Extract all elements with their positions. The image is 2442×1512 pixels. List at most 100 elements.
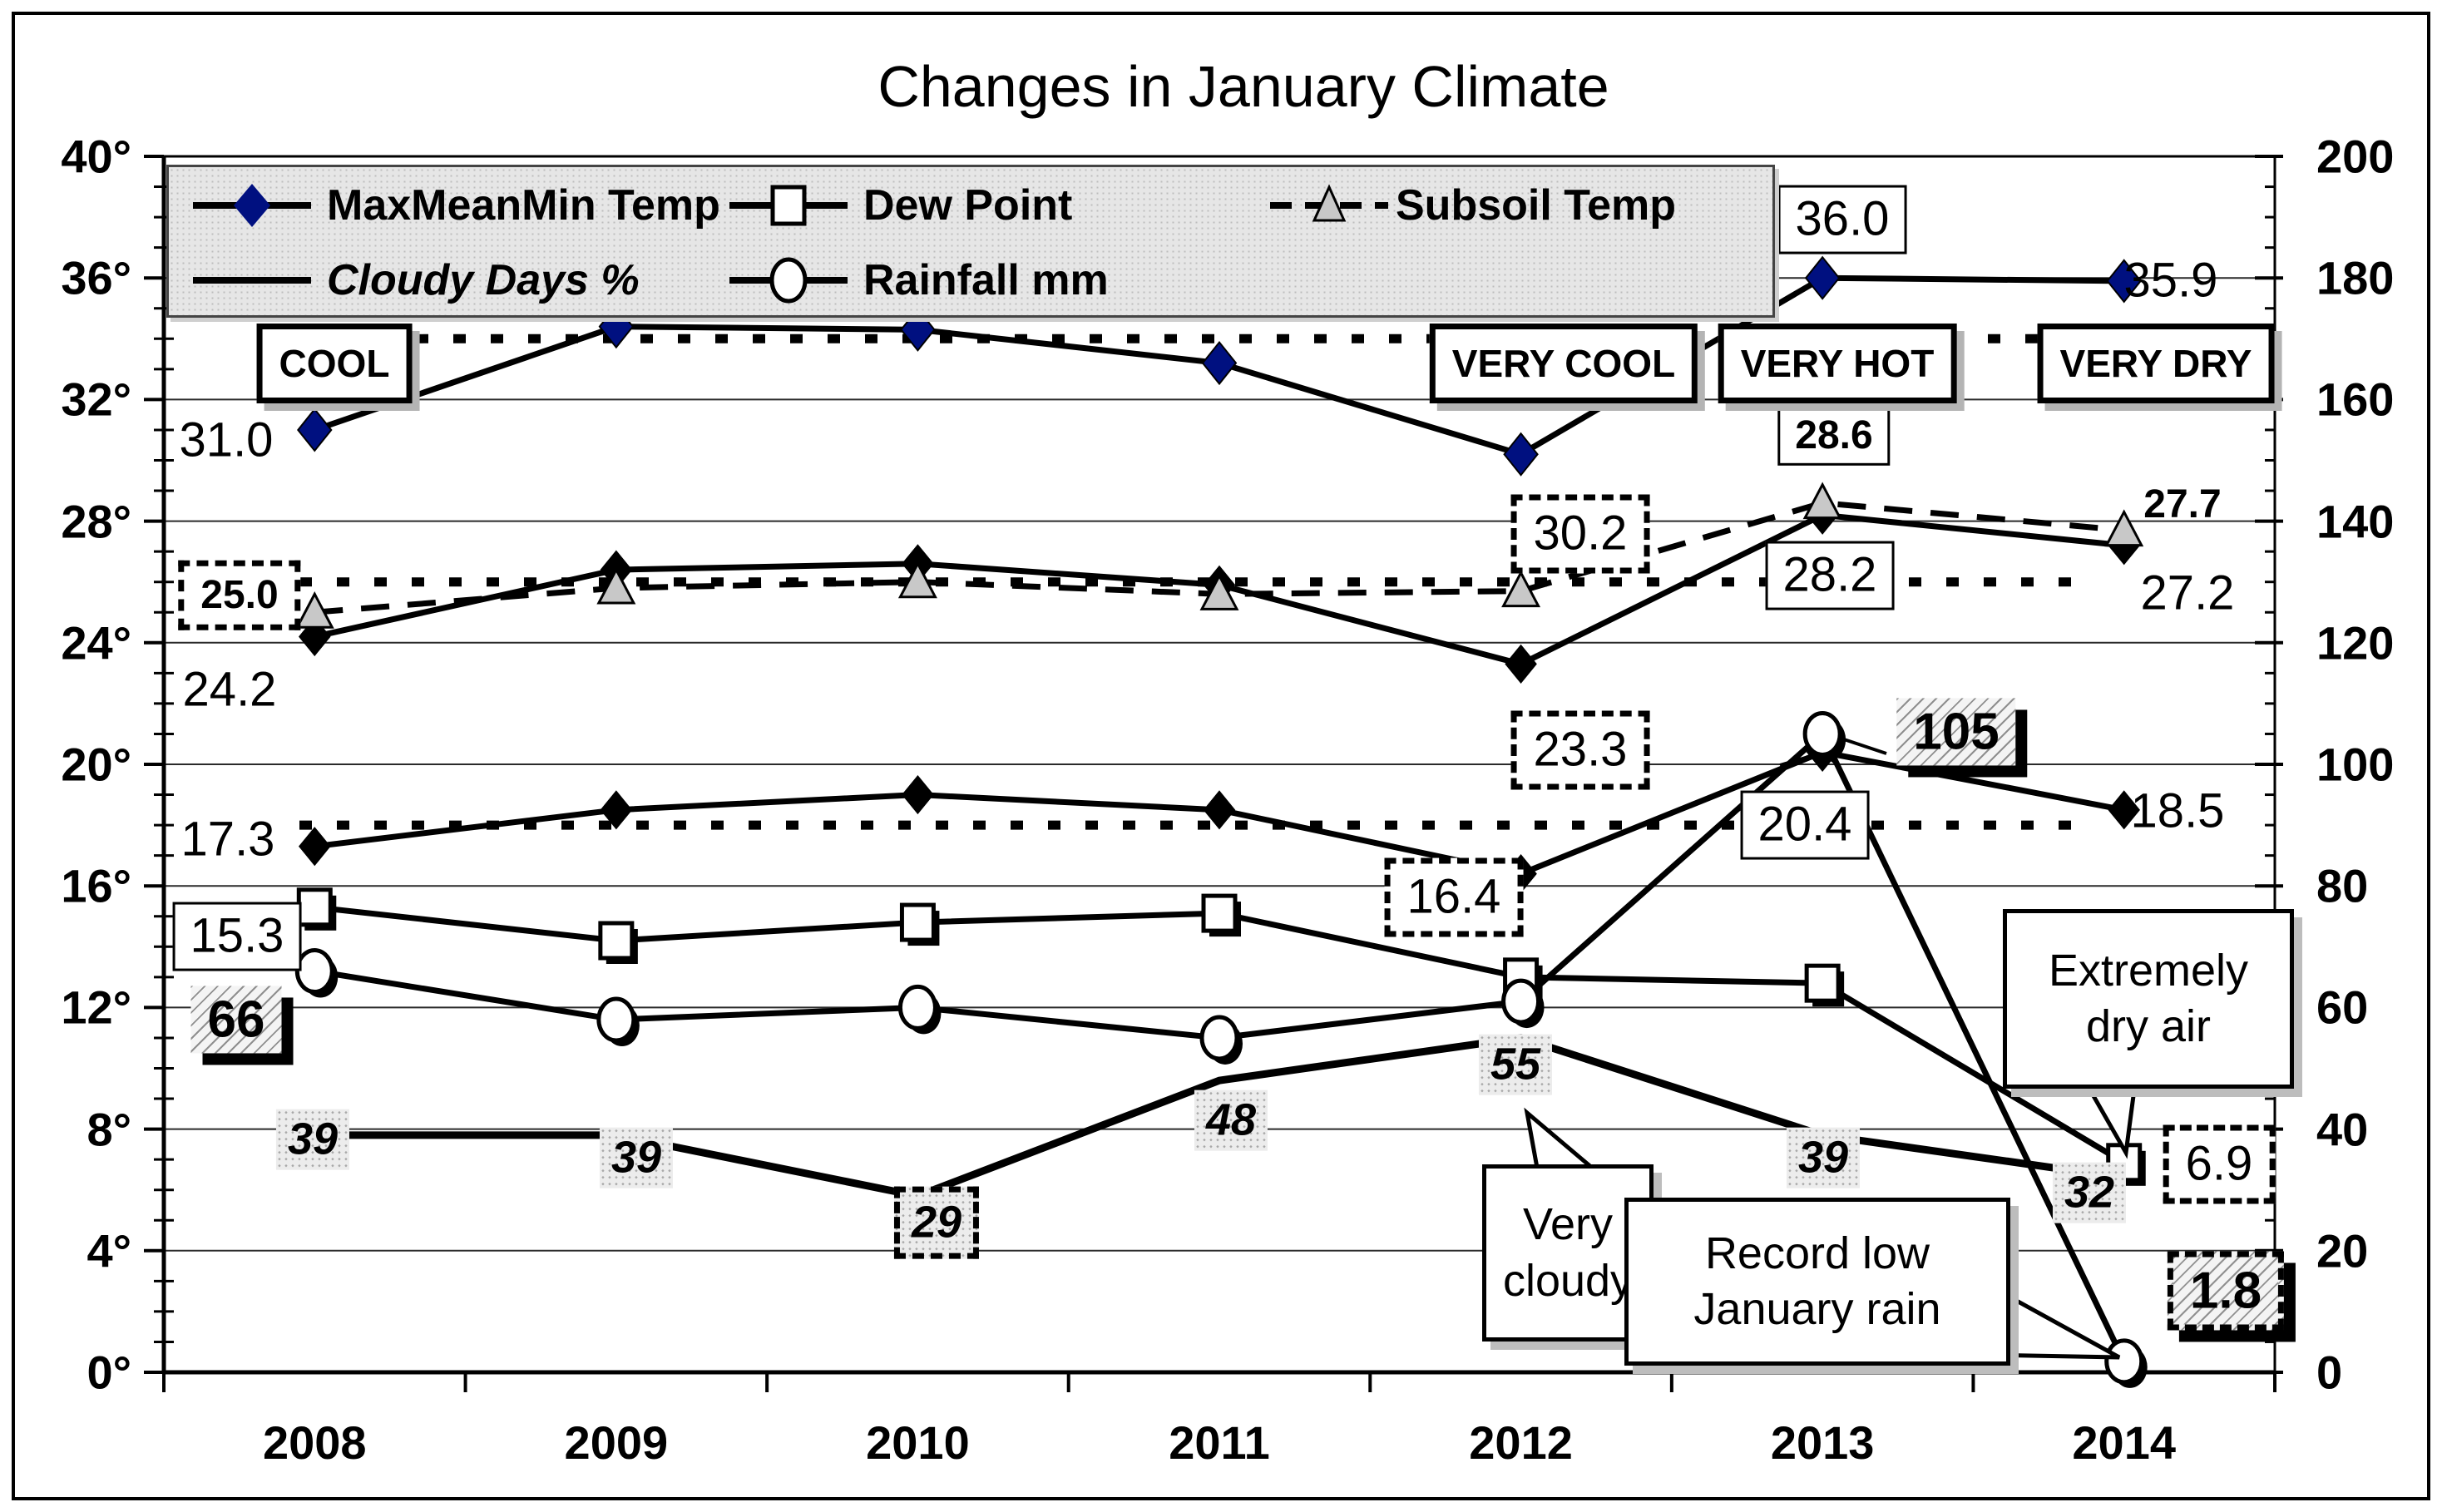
zone-box-very-cool[interactable]: VERY COOL: [1429, 324, 1698, 403]
legend-item-maxmeanmintemp[interactable]: MaxMeanMin Temp: [190, 180, 720, 230]
legend-item-cloudydays[interactable]: Cloudy Days %: [190, 255, 640, 305]
legend-label: Rainfall mm: [863, 256, 1109, 304]
marker-Rainfall-mm-2014: [2104, 1338, 2144, 1385]
zone-box-very-hot[interactable]: VERY HOT: [1718, 324, 1957, 403]
data-label-66: 66: [190, 986, 282, 1054]
marker-Subsoil-Temp-2014: [2104, 509, 2144, 547]
circle-icon: [769, 257, 808, 304]
y-axis-left-label-4°: 4°: [87, 1224, 131, 1277]
data-label-48: 48: [1194, 1090, 1268, 1151]
marker-Max-Temp-2011: [1201, 340, 1238, 386]
x-axis-label-2010: 2010: [866, 1416, 970, 1469]
chart-title: Changes in January Climate: [877, 54, 1609, 119]
y-axis-right-label-120: 120: [2316, 616, 2395, 670]
x-axis-label-2011: 2011: [1169, 1416, 1270, 1469]
marker-Rainfall-mm-2012: [1501, 978, 1541, 1025]
marker-Max-Temp-2013: [1804, 255, 1841, 300]
x-axis-label-2008: 2008: [262, 1416, 367, 1469]
data-label-39: 39: [599, 1127, 674, 1188]
callout-line: Record low: [1704, 1228, 1930, 1278]
legend-label: Dew Point: [863, 181, 1073, 230]
marker-Dew-Point-2011: [1201, 893, 1238, 933]
y-axis-left-label-20°: 20°: [61, 738, 131, 791]
legend-item-dewpoint[interactable]: Dew Point: [726, 180, 1072, 230]
marker-Rainfall-mm-2008: [294, 948, 334, 995]
marker-Subsoil-Temp-2009: [596, 566, 636, 605]
diamond-icon: [234, 184, 270, 227]
y-axis-right-label-0: 0: [2316, 1346, 2343, 1399]
data-label-35-9: 35.9: [2123, 253, 2218, 308]
data-label-39: 39: [1786, 1127, 1861, 1188]
y-axis-left-label-28°: 28°: [61, 495, 131, 548]
zone-box-cool[interactable]: COOL: [256, 324, 413, 403]
x-axis-label-2013: 2013: [1770, 1416, 1875, 1469]
y-axis-left-label-8°: 8°: [87, 1103, 131, 1156]
y-axis-left-label-36°: 36°: [61, 251, 131, 304]
callout-record-low[interactable]: Record low January rain: [1624, 1198, 2010, 1366]
marker-Dew-Point-2008: [296, 887, 333, 927]
marker-Subsoil-Temp-2008: [294, 591, 334, 629]
data-label-30-2: 30.2: [1510, 494, 1650, 574]
marker-Max-Temp-2008: [297, 408, 333, 452]
zone-box-very-dry[interactable]: VERY DRY: [2037, 324, 2275, 403]
callout-pointer-1: [1524, 1107, 1598, 1170]
marker-Rainfall-mm-2009: [596, 996, 636, 1043]
x-axis-label-2009: 2009: [564, 1416, 669, 1469]
marker-Subsoil-Temp-2010: [897, 561, 937, 599]
y-axis-right-label-200: 200: [2316, 130, 2395, 183]
legend-marker-diamond-icon: [193, 184, 311, 227]
data-label-28-6: 28.6: [1777, 405, 1891, 467]
data-label-27-2: 27.2: [2140, 566, 2235, 620]
legend-item-rainfallmm[interactable]: Rainfall mm: [726, 255, 1109, 305]
callout-extremely[interactable]: Extremely dry air: [2003, 909, 2294, 1089]
marker-Min-Temp-2010: [902, 774, 934, 815]
legend-label: Cloudy Days %: [327, 256, 640, 304]
callout-line: January rain: [1693, 1284, 1941, 1334]
legend-marker-triangle-icon: [1270, 184, 1388, 222]
data-label-32: 32: [2052, 1162, 2127, 1223]
y-axis-right-label-160: 160: [2316, 373, 2395, 426]
marker-Subsoil-Temp-2011: [1199, 573, 1239, 610]
x-axis-label-2012: 2012: [1469, 1416, 1573, 1469]
legend-label: Subsoil Temp: [1396, 181, 1677, 230]
data-label-17-3: 17.3: [180, 812, 275, 867]
y-axis-left-label-32°: 32°: [61, 373, 131, 426]
leader-20-4-b: [1822, 752, 1840, 767]
data-label-1-8: 1.8: [2167, 1251, 2285, 1331]
data-label-39: 39: [275, 1109, 350, 1170]
y-axis-right-label-100: 100: [2316, 738, 2395, 791]
data-label-16-4: 16.4: [1384, 857, 1524, 937]
y-axis-left-label-16°: 16°: [61, 859, 131, 912]
data-label-29: 29: [893, 1186, 980, 1259]
legend-marker-circle-icon: [729, 257, 848, 304]
legend-item-subsoiltemp[interactable]: Subsoil Temp: [1267, 180, 1676, 230]
data-label-31-0: 31.0: [179, 413, 274, 467]
marker-Min-Temp-2014: [2108, 790, 2141, 830]
marker-Dew-Point-2010: [899, 902, 936, 942]
marker-Dew-Point-2009: [598, 921, 635, 961]
marker-Min-Temp-2008: [298, 827, 331, 867]
marker-Rainfall-mm-2013: [1802, 710, 1842, 757]
marker-Max-Temp-2012: [1503, 432, 1539, 477]
callout-line: cloudy: [1502, 1255, 1634, 1306]
y-axis-left-label-40°: 40°: [61, 130, 131, 183]
data-label-105: 105: [1896, 698, 2016, 766]
y-axis-left-label-0°: 0°: [87, 1346, 131, 1399]
data-label-6-9: 6.9: [2163, 1124, 2276, 1204]
marker-Max-Temp-2014: [2106, 259, 2142, 304]
y-axis-right-label-20: 20: [2316, 1224, 2369, 1277]
data-label-23-3: 23.3: [1510, 710, 1650, 790]
callout-line: Very: [1522, 1199, 1614, 1249]
legend[interactable]: MaxMeanMin Temp Dew Point Subsoil Temp Clou…: [166, 165, 1775, 318]
data-label-15-3: 15.3: [172, 902, 302, 971]
marker-Mean-Temp-2012: [1505, 644, 1537, 684]
leader-105: [1841, 737, 1887, 755]
y-axis-right-label-140: 140: [2316, 495, 2395, 548]
legend-marker-none-icon: [193, 277, 311, 284]
marker-Rainfall-mm-2010: [897, 984, 937, 1030]
legend-label: MaxMeanMin Temp: [327, 181, 720, 230]
marker-Dew-Point-2013: [1804, 963, 1841, 1003]
y-axis-right-label-60: 60: [2316, 981, 2369, 1034]
data-label-28-2: 28.2: [1765, 541, 1895, 610]
